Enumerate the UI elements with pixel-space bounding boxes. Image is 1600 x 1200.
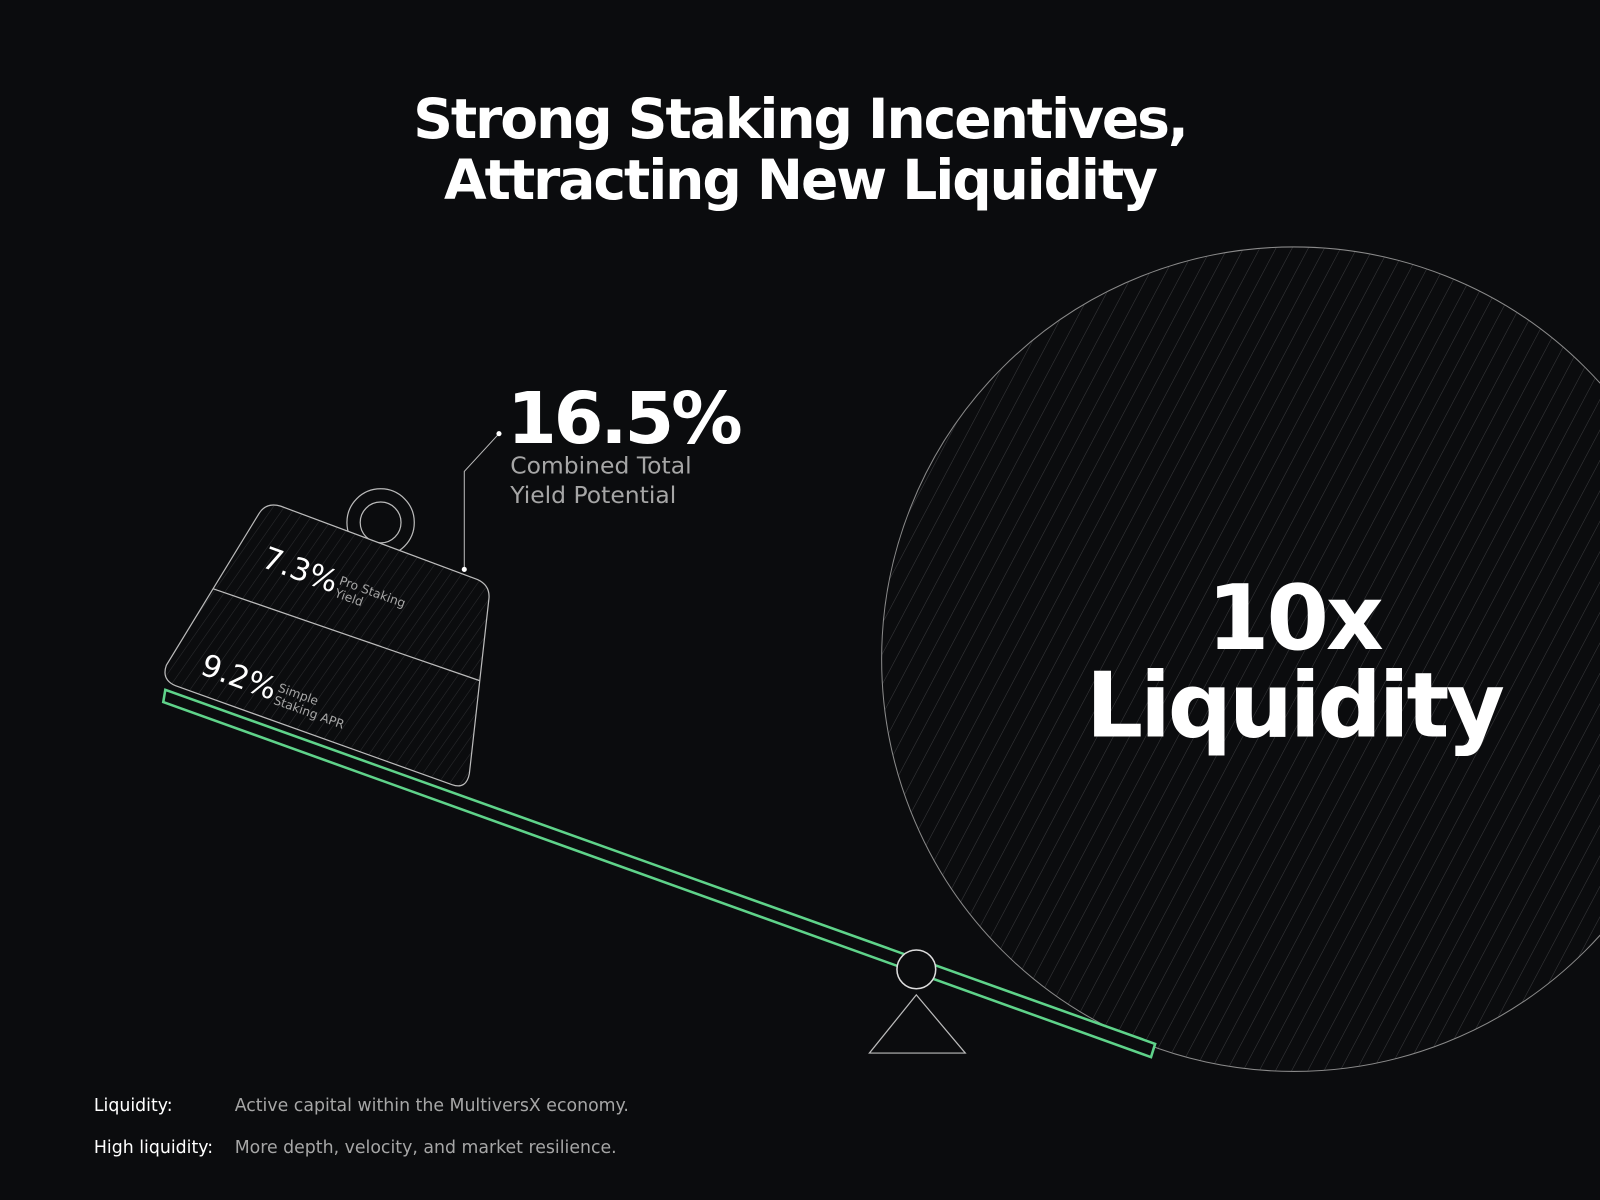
pivot bbox=[896, 949, 937, 990]
ball-label: Liquidity bbox=[1086, 655, 1503, 759]
callout-dot bbox=[496, 431, 502, 437]
definition-text: More depth, velocity, and market resilie… bbox=[235, 1138, 617, 1158]
definition-text: Active capital within the MultiversX eco… bbox=[235, 1096, 629, 1116]
callout-line bbox=[463, 433, 500, 570]
liquidity-ball bbox=[881, 246, 1600, 1072]
callout-caption: Combined Total bbox=[510, 451, 691, 479]
callout-caption: Yield Potential bbox=[509, 481, 676, 509]
fulcrum bbox=[868, 993, 967, 1054]
weight bbox=[164, 504, 490, 787]
callout-value: 16.5% bbox=[507, 377, 741, 460]
definition-term: Liquidity: bbox=[94, 1096, 173, 1116]
ball-label: 10x bbox=[1207, 567, 1383, 671]
definition-term: High liquidity: bbox=[94, 1138, 213, 1158]
title-line: Strong Staking Incentives, bbox=[413, 87, 1187, 151]
title-line: Attracting New Liquidity bbox=[444, 148, 1157, 212]
weight-divider bbox=[213, 588, 480, 682]
callout-dot bbox=[461, 566, 467, 572]
